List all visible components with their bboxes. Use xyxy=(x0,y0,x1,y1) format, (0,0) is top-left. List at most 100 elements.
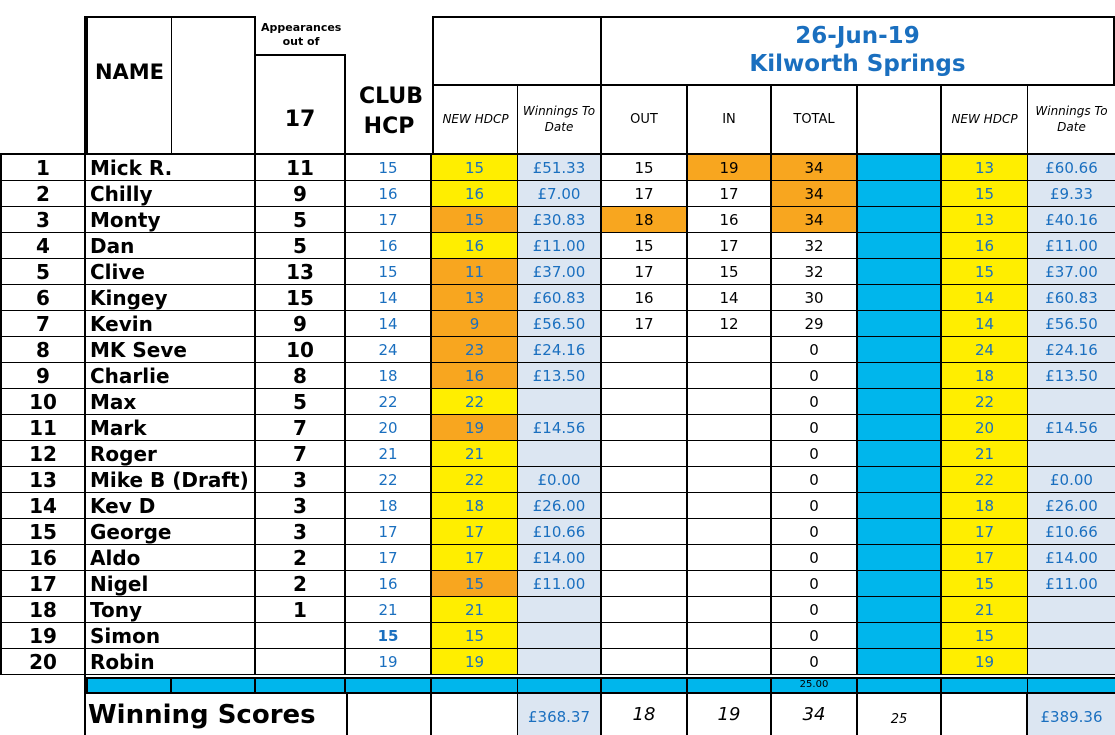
cyan-marker xyxy=(858,363,942,389)
cyan-marker xyxy=(858,259,942,285)
header-new-hdcp-2: NEW HDCP xyxy=(951,111,1018,126)
header-event: 26-Jun-19 Kilworth Springs xyxy=(602,16,1115,86)
new-hdcp-2: 21 xyxy=(942,597,1028,623)
player-name: Mark xyxy=(86,415,256,441)
winnings-to-date-2: £11.00 xyxy=(1028,233,1115,259)
header-out: OUT xyxy=(630,112,658,127)
score-in: 17 xyxy=(688,233,772,259)
score-in: 16 xyxy=(688,207,772,233)
score-total: 0 xyxy=(772,545,858,571)
footer-out-cell: 18 xyxy=(602,694,688,735)
header-club-hcp: CLUB HCP xyxy=(359,83,424,139)
score-total: 29 xyxy=(772,311,858,337)
winnings-to-date xyxy=(518,597,602,623)
new-hdcp-2: 13 xyxy=(942,155,1028,181)
player-name: Charlie xyxy=(86,363,256,389)
score-total: 0 xyxy=(772,415,858,441)
bar-cell xyxy=(346,677,432,694)
appearances: 3 xyxy=(256,519,346,545)
new-hdcp: 15 xyxy=(432,623,518,649)
winnings-to-date-2: £26.00 xyxy=(1028,493,1115,519)
new-hdcp-2: 22 xyxy=(942,389,1028,415)
score-total: 0 xyxy=(772,623,858,649)
score-out: 18 xyxy=(602,207,688,233)
header-name-label: NAME xyxy=(94,60,165,84)
new-hdcp: 15 xyxy=(432,155,518,181)
new-hdcp: 17 xyxy=(432,545,518,571)
club-hcp: 15 xyxy=(346,259,432,285)
row-number: 12 xyxy=(0,441,86,467)
score-in xyxy=(688,623,772,649)
bar-cell xyxy=(688,677,772,694)
appearances: 11 xyxy=(256,155,346,181)
new-hdcp: 18 xyxy=(432,493,518,519)
winnings-to-date-2: £24.16 xyxy=(1028,337,1115,363)
cyan-marker xyxy=(858,233,942,259)
header-appearances-label: Appearances out of xyxy=(261,20,342,48)
footer-winnings-2-cell: £389.36 xyxy=(1028,694,1115,735)
new-hdcp-2: 20 xyxy=(942,415,1028,441)
footer-label: Winning Scores xyxy=(88,699,316,730)
footer-winnings: £368.37 xyxy=(527,707,591,726)
winnings-to-date: £14.00 xyxy=(518,545,602,571)
club-hcp: 16 xyxy=(346,571,432,597)
score-total: 0 xyxy=(772,389,858,415)
club-hcp: 18 xyxy=(346,363,432,389)
row-number: 10 xyxy=(0,389,86,415)
winnings-to-date-2 xyxy=(1028,441,1115,467)
score-total: 34 xyxy=(772,181,858,207)
winnings-to-date-2: £60.83 xyxy=(1028,285,1115,311)
footer-extra: 25 xyxy=(890,712,908,727)
appearances: 7 xyxy=(256,415,346,441)
club-hcp: 17 xyxy=(346,519,432,545)
cyan-marker xyxy=(858,181,942,207)
winnings-to-date: £14.56 xyxy=(518,415,602,441)
header-new-hdcp-2-cell: NEW HDCP xyxy=(942,86,1028,155)
score-total: 32 xyxy=(772,233,858,259)
player-name: Robin xyxy=(86,649,256,675)
footer-in: 19 xyxy=(717,704,741,725)
header-blank-cell xyxy=(858,86,942,155)
header-winnings: Winnings To Date xyxy=(522,103,596,134)
new-hdcp-2: 15 xyxy=(942,571,1028,597)
cyan-marker xyxy=(858,207,942,233)
winnings-to-date: £7.00 xyxy=(518,181,602,207)
player-name: Roger xyxy=(86,441,256,467)
footer-out: 18 xyxy=(632,704,656,725)
footer-winnings-2: £389.36 xyxy=(1040,707,1103,726)
bar-total: 25.00 xyxy=(772,677,858,694)
score-total: 30 xyxy=(772,285,858,311)
score-in xyxy=(688,363,772,389)
player-name: Nigel xyxy=(86,571,256,597)
score-in: 15 xyxy=(688,259,772,285)
appearances: 10 xyxy=(256,337,346,363)
new-hdcp-2: 14 xyxy=(942,311,1028,337)
new-hdcp-2: 15 xyxy=(942,181,1028,207)
score-out xyxy=(602,519,688,545)
row-number: 11 xyxy=(0,415,86,441)
score-in: 14 xyxy=(688,285,772,311)
bar-cell xyxy=(172,677,256,694)
header-winnings-2-cell: Winnings To Date xyxy=(1028,86,1115,155)
appearances: 2 xyxy=(256,545,346,571)
club-hcp: 15 xyxy=(346,155,432,181)
row-number: 19 xyxy=(0,623,86,649)
header-blank-top-left xyxy=(432,16,602,86)
new-hdcp-2: 15 xyxy=(942,623,1028,649)
score-out xyxy=(602,441,688,467)
header-in: IN xyxy=(722,112,736,127)
winnings-to-date: £56.50 xyxy=(518,311,602,337)
score-in xyxy=(688,493,772,519)
score-in xyxy=(688,337,772,363)
row-number: 20 xyxy=(0,649,86,675)
new-hdcp-2: 18 xyxy=(942,363,1028,389)
new-hdcp: 13 xyxy=(432,285,518,311)
bottom-left-blank xyxy=(0,675,86,735)
winnings-to-date-2: £60.66 xyxy=(1028,155,1115,181)
new-hdcp: 21 xyxy=(432,441,518,467)
player-name: Kevin xyxy=(86,311,256,337)
bar-cell xyxy=(256,677,346,694)
bar-cell xyxy=(432,677,518,694)
footer-label-cell: Winning Scores xyxy=(86,694,346,735)
score-total: 32 xyxy=(772,259,858,285)
